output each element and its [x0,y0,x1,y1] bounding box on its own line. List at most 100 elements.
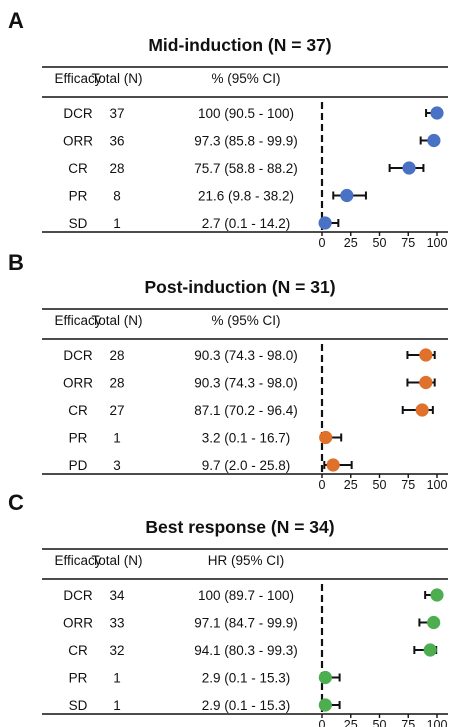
estimate-ci-text: 90.3 (74.3 - 98.0) [194,376,298,391]
point-estimate-marker [318,216,332,230]
efficacy-label: DCR [63,588,92,603]
estimate-ci-text: 3.2 (0.1 - 16.7) [202,431,291,446]
estimate-ci-text: 9.7 (2.0 - 25.8) [202,458,291,473]
column-header: Total (N) [91,553,142,568]
estimate-ci-text: 21.6 (9.8 - 38.2) [198,189,294,204]
x-tick-label: 50 [373,478,387,492]
efficacy-label: CR [68,643,88,658]
column-header: Total (N) [91,313,142,328]
estimate-ci-text: 2.9 (0.1 - 15.3) [202,698,291,713]
efficacy-label: SD [69,216,88,231]
x-tick-label: 25 [344,718,358,727]
column-header: Efficacy [54,553,101,568]
column-header: Total (N) [91,71,142,86]
x-tick-label: 75 [401,236,415,250]
estimate-ci-text: 90.3 (74.3 - 98.0) [194,348,298,363]
panel-title: Mid-induction (N = 37) [148,35,331,55]
x-tick-label: 0 [319,236,326,250]
point-estimate-marker [415,403,429,417]
data-row: CR 28 75.7 (58.8 - 88.2) [68,161,425,176]
total-n: 28 [109,348,124,363]
efficacy-label: ORR [63,376,93,391]
efficacy-label: PR [69,189,88,204]
data-row: ORR 28 90.3 (74.3 - 98.0) [63,375,436,391]
point-estimate-marker [419,348,433,362]
point-estimate-marker [423,643,437,657]
total-n: 1 [113,698,121,713]
estimate-ci-text: 97.3 (85.8 - 99.9) [194,134,298,149]
x-tick-label: 25 [344,236,358,250]
estimate-ci-text: 75.7 (58.8 - 88.2) [194,161,298,176]
estimate-ci-text: 2.9 (0.1 - 15.3) [202,671,291,686]
data-row: SD 1 2.7 (0.1 - 14.2) [69,216,340,231]
total-n: 3 [113,458,121,473]
efficacy-label: SD [69,698,88,713]
efficacy-label: DCR [63,106,92,121]
total-n: 1 [113,671,121,686]
total-n: 28 [109,161,124,176]
total-n: 34 [109,588,125,603]
x-tick-label: 25 [344,478,358,492]
point-estimate-marker [427,133,441,148]
total-n: 36 [109,134,124,149]
point-estimate-marker [318,670,332,685]
data-row: CR 27 87.1 (70.2 - 96.4) [68,403,434,418]
estimate-ci-text: 100 (89.7 - 100) [198,588,294,603]
total-n: 1 [113,431,121,446]
panel-title: Best response (N = 34) [145,517,334,537]
data-row: CR 32 94.1 (80.3 - 99.3) [68,643,438,658]
column-header: % (95% CI) [211,71,280,86]
total-n: 33 [109,616,124,631]
efficacy-label: DCR [63,348,92,363]
x-tick-label: 75 [401,718,415,727]
total-n: 27 [109,403,124,418]
estimate-ci-text: 97.1 (84.7 - 99.9) [194,616,298,631]
point-estimate-marker [430,106,444,120]
column-header: Efficacy [54,71,101,86]
data-row: PR 1 2.9 (0.1 - 15.3) [69,670,341,686]
efficacy-label: PR [69,671,88,686]
point-estimate-marker [402,161,416,175]
panel-title: Post-induction (N = 31) [144,277,335,297]
estimate-ci-text: 94.1 (80.3 - 99.3) [194,643,298,658]
total-n: 32 [109,643,124,658]
point-estimate-marker [419,375,433,390]
efficacy-label: PD [69,458,88,473]
data-row: PD 3 9.7 (2.0 - 25.8) [69,458,353,473]
data-row: DCR 37 100 (90.5 - 100) [63,106,444,121]
efficacy-label: CR [68,161,88,176]
column-header: Efficacy [54,313,101,328]
x-tick-label: 100 [427,478,448,492]
panel-letter: B [8,250,24,275]
data-row: DCR 34 100 (89.7 - 100) [63,588,444,603]
data-row: PR 8 21.6 (9.8 - 38.2) [69,188,367,204]
x-tick-label: 50 [373,718,387,727]
column-header: % (95% CI) [211,313,280,328]
data-row: PR 1 3.2 (0.1 - 16.7) [69,431,343,446]
total-n: 8 [113,189,121,204]
x-tick-label: 0 [319,478,326,492]
total-n: 28 [109,376,124,391]
point-estimate-marker [427,615,441,630]
x-tick-label: 50 [373,236,387,250]
estimate-ci-text: 2.7 (0.1 - 14.2) [202,216,291,231]
panel-letter: A [8,8,24,33]
estimate-ci-text: 100 (90.5 - 100) [198,106,294,121]
efficacy-label: PR [69,431,88,446]
x-tick-label: 75 [401,478,415,492]
total-n: 37 [109,106,124,121]
column-header: HR (95% CI) [208,553,285,568]
panel-letter: C [8,490,24,515]
point-estimate-marker [430,588,444,602]
estimate-ci-text: 87.1 (70.2 - 96.4) [194,403,298,418]
data-row: ORR 33 97.1 (84.7 - 99.9) [63,615,441,631]
efficacy-label: ORR [63,616,93,631]
point-estimate-marker [340,188,354,203]
total-n: 1 [113,216,121,231]
efficacy-label: CR [68,403,88,418]
x-tick-label: 100 [427,236,448,250]
